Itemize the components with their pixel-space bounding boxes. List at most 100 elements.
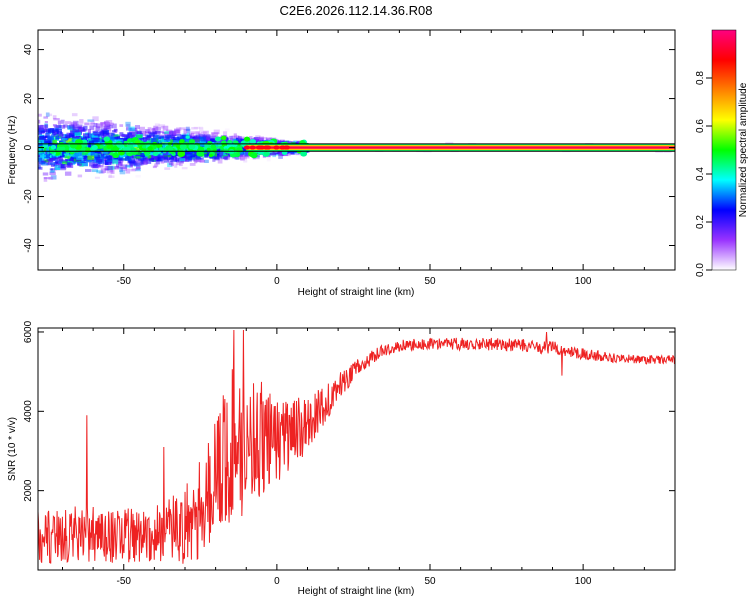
spectrogram-cell <box>98 138 104 142</box>
spectrogram-cell <box>185 126 190 131</box>
spectrogram-cell <box>91 142 98 146</box>
spectrogram-cell <box>159 135 164 139</box>
spectrogram-cell <box>111 133 116 136</box>
spectrogram-cell <box>189 163 196 166</box>
spectrogram-cell <box>221 154 227 158</box>
spectrogram-cell <box>111 130 117 133</box>
spectrogram-cell <box>42 143 49 148</box>
spectrogram-cell <box>82 160 87 164</box>
spectrogram-cell <box>125 156 131 161</box>
spectrogram-cell <box>280 153 285 156</box>
spectrogram-cell <box>54 165 61 170</box>
spectrogram-cell <box>92 150 97 154</box>
spectrogram-cell <box>174 129 181 134</box>
spectrogram-cell <box>91 139 98 143</box>
spectrogram-cell <box>52 139 58 145</box>
spectrogram-cell <box>116 136 121 139</box>
colorbar-label: Normalized spectral amplitude <box>738 82 749 217</box>
spectrogram-cell <box>56 125 62 129</box>
spectrogram-cell <box>198 127 204 133</box>
spectrogram-cell <box>81 152 89 155</box>
spectrogram-cell <box>165 139 169 142</box>
spectrogram-cell <box>161 126 165 129</box>
spectrogram-cell <box>195 131 200 135</box>
spectrogram-cell <box>87 155 94 160</box>
spectrogram-cell <box>60 119 65 124</box>
spectrogram-cell <box>175 157 180 162</box>
spectrogram-cell <box>38 164 41 169</box>
spectrogram-cell <box>100 121 106 125</box>
spectrogram-cell <box>74 129 79 133</box>
spectrogram-cell <box>93 122 98 127</box>
spectrogram-cell <box>47 135 54 141</box>
spectrogram-cell <box>204 159 209 164</box>
spectrogram-cell <box>48 153 55 156</box>
spectrogram-cell <box>120 153 127 158</box>
snr-series <box>38 329 675 564</box>
spectrogram-cell <box>90 123 94 126</box>
spectrogram-cell <box>138 161 143 166</box>
spectrogram-cell <box>61 141 66 145</box>
spectrogram-cell <box>259 137 264 143</box>
spectrogram-cell <box>50 175 57 180</box>
spectrogram-cell <box>233 133 237 138</box>
spectrogram-cell <box>108 124 114 129</box>
spectrogram-cell <box>93 163 98 168</box>
spectrogram-cell <box>227 155 231 158</box>
spectrogram-cell <box>67 155 73 160</box>
spectrogram-cell <box>243 156 247 160</box>
spectrogram-cell <box>120 166 128 171</box>
spectrogram-cell <box>88 138 95 143</box>
spectrogram-cell <box>274 141 281 144</box>
spectrogram-cell <box>151 128 156 131</box>
spectrogram-cell <box>156 156 161 162</box>
spectrogram-cell <box>124 164 131 168</box>
spectrogram-cell <box>98 164 104 168</box>
spectrogram-cell <box>43 177 51 180</box>
spectrogram-cell <box>109 169 114 173</box>
spectrogram-cell <box>40 130 45 134</box>
spectrogram-cell <box>136 135 143 139</box>
spectrogram-cell <box>154 163 159 167</box>
spectrogram-cell <box>88 133 92 137</box>
colorbar: 0.0 0.2 0.4 0.6 0.8 Normalized spectral ampl… <box>695 29 749 277</box>
spectrogram-cell <box>154 148 159 153</box>
spectrogram-cell <box>79 119 84 124</box>
spectrogram-cell <box>73 136 80 139</box>
spectrogram-cell <box>101 135 107 138</box>
spectrogram-cell <box>128 134 134 138</box>
spectrogram-cell <box>122 134 130 138</box>
spectrogram-cell <box>128 126 135 132</box>
spectrogram-cell <box>41 160 47 164</box>
spectrogram-cell <box>72 125 77 130</box>
spectrogram-y-tick-label: 40 <box>23 44 34 56</box>
spectrogram-cell <box>223 156 227 160</box>
spectrogram-cell <box>186 128 191 134</box>
spectrogram-cell <box>179 160 185 164</box>
spectrogram-panel: -50 0 50 100 -40 -20 0 20 40 Height of straight … <box>7 29 676 298</box>
spectrogram-cell <box>255 135 261 141</box>
spectrogram-cell <box>213 157 220 160</box>
colorbar-tick-label: 0.8 <box>695 71 706 85</box>
spectrogram-cell <box>163 160 170 163</box>
snr-y-tick-label: 2000 <box>23 479 34 502</box>
spectrogram-cell <box>231 135 236 140</box>
spectrogram-cell <box>110 169 115 174</box>
spectrogram-cell <box>103 121 110 127</box>
spectrogram-cell <box>140 152 146 157</box>
spectrogram-cell <box>103 120 109 125</box>
spectrogram-cell <box>142 138 147 143</box>
spectrogram-cell <box>49 168 53 171</box>
spectrogram-cell <box>238 144 243 149</box>
spectrogram-cell <box>109 155 115 160</box>
spectrogram-y-tick-label: 20 <box>23 93 34 105</box>
spectrogram-cell <box>102 158 107 161</box>
spectrogram-frame <box>37 29 676 271</box>
spectrogram-cell <box>69 124 75 129</box>
spectrogram-cell <box>125 127 132 131</box>
spectrogram-peak <box>152 151 159 157</box>
spectrogram-cell <box>38 143 45 147</box>
spectrogram-cell <box>279 150 283 154</box>
spectrogram-cell <box>147 154 152 159</box>
spectrogram-cell <box>181 167 188 170</box>
